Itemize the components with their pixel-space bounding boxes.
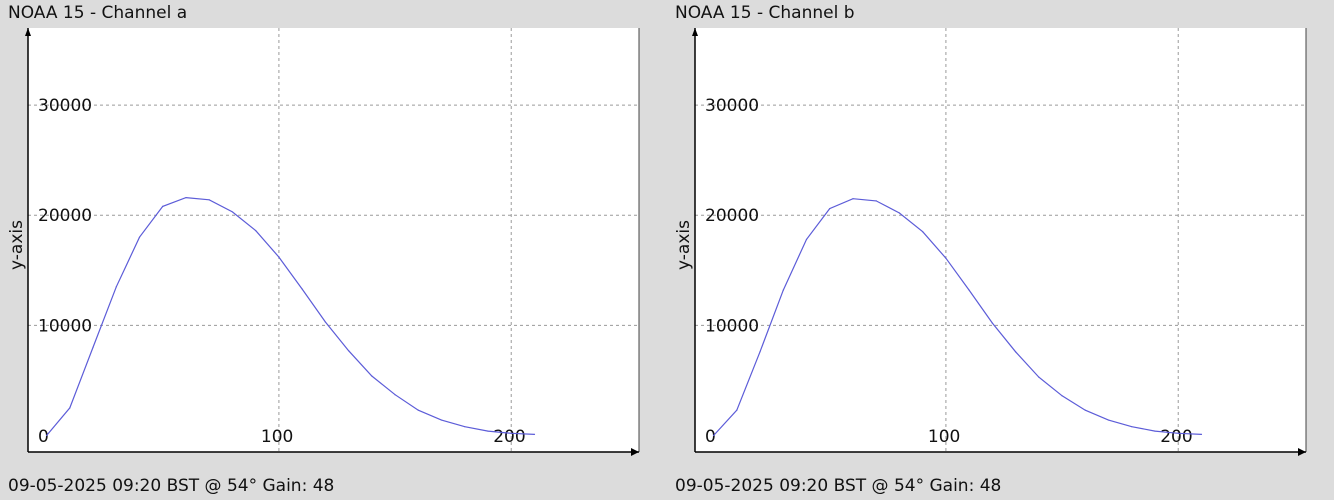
x-tick-label: 100 [928,427,960,447]
series-line [46,196,535,436]
series-point [115,286,117,288]
series-point [1038,376,1040,378]
series-point [922,231,924,233]
x-tick-label: 200 [493,427,525,447]
x-tick-label: 0 [38,427,49,447]
series-point [898,212,901,214]
series-point [1107,419,1110,421]
series-point [1131,426,1133,428]
series-point [945,257,947,259]
series-point [162,205,164,208]
series-point [394,394,396,396]
series-point [138,236,141,238]
series-point [1061,395,1063,397]
series-point [1015,351,1017,353]
y-tick-label: 10000 [38,316,92,336]
series-point [712,434,715,437]
series-point [231,211,234,213]
y-tick-label: 30000 [705,96,759,116]
series-point [805,238,808,241]
series-point [348,350,350,352]
x-tick-label: 0 [705,427,716,447]
series-point [1177,432,1179,434]
series-point [464,426,466,428]
series-point [1154,430,1156,432]
y-axis-arrow [692,28,698,36]
series-point [991,322,993,324]
series-point [736,409,738,411]
series-line [713,198,1202,436]
series-point [92,346,94,348]
series-point [301,288,303,290]
chart-footer: 09-05-2025 09:20 BST @ 54° Gain: 48 [8,476,335,496]
x-tick-label: 100 [261,427,293,447]
plot-area [695,28,1306,452]
series-point [510,432,512,434]
series-point [759,351,761,353]
series-point [533,433,536,435]
plot-area [28,28,639,452]
y-axis-label: y-axis [674,220,694,270]
y-tick-label: 10000 [705,316,759,336]
series-point [875,200,877,202]
series-point [185,197,187,199]
series-point [1084,409,1086,411]
chart-plot-b: 10000 20000 30000 0 100 200 y-axis [674,28,1307,456]
series-point [208,199,210,201]
chart-plot-a: 10000 20000 30000 0 100 200 y-axis [7,28,640,456]
series-point [968,289,970,291]
series-point [371,375,373,377]
x-axis-arrow [1298,448,1306,456]
series-point [324,321,326,323]
x-axis-arrow [631,448,639,456]
chart-footer: 09-05-2025 09:20 BST @ 54° Gain: 48 [675,476,1002,496]
x-tick-label: 200 [1160,427,1192,447]
series-point [278,256,280,258]
y-axis-arrow [25,28,31,36]
series-point [440,419,443,421]
y-tick-label: 30000 [38,96,92,116]
series-point [782,289,784,291]
series-point [45,434,48,437]
series-point [1200,433,1203,435]
series-point [255,230,257,232]
series-point [852,198,854,200]
series-point [829,208,831,210]
y-tick-label: 20000 [38,206,92,226]
series-point [69,407,71,409]
chart-panel-a: NOAA 15 - Channel a 10000 20000 30000 0 100 2… [7,3,640,496]
y-axis-label: y-axis [7,220,27,270]
chart-title: NOAA 15 - Channel b [675,3,855,23]
chart-title: NOAA 15 - Channel a [8,3,188,23]
chart-panel-b: NOAA 15 - Channel b 10000 20000 30000 0 100 2… [667,0,1334,500]
series-point [487,430,489,432]
y-tick-label: 20000 [705,206,759,226]
series-point [417,409,419,411]
